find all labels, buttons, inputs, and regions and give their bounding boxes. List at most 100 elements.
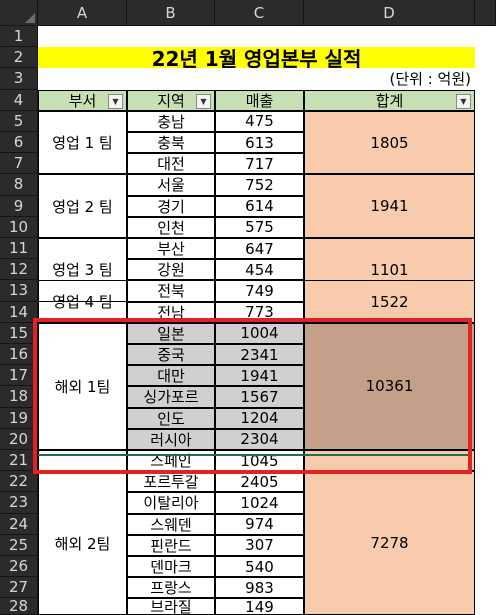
filter-dropdown-icon[interactable]: ▼ xyxy=(108,93,123,109)
sales-cell[interactable]: 540 xyxy=(215,556,304,578)
region-cell[interactable]: 프랑스 xyxy=(127,577,215,599)
sales-cell[interactable]: 749 xyxy=(215,280,304,302)
sales-cell[interactable]: 1024 xyxy=(215,492,304,514)
region-cell[interactable]: 인천 xyxy=(127,216,215,238)
row-header-12[interactable]: 12 xyxy=(0,259,38,281)
region-cell[interactable]: 충남 xyxy=(127,110,215,132)
sales-cell[interactable]: 773 xyxy=(215,301,304,323)
dept-merged-cell[interactable]: 영업 1 팀 xyxy=(38,110,127,175)
dept-merged-cell[interactable]: 영업 4 팀 xyxy=(38,280,127,323)
sales-cell[interactable]: 613 xyxy=(215,132,304,154)
row-header-21[interactable]: 21 xyxy=(0,450,38,472)
sales-cell[interactable]: 149 xyxy=(215,598,304,615)
row-header-8[interactable]: 8 xyxy=(0,174,38,196)
column-header-filler xyxy=(475,0,496,26)
sales-cell[interactable]: 2304 xyxy=(215,428,304,450)
row-header-18[interactable]: 18 xyxy=(0,386,38,408)
sales-cell[interactable]: 752 xyxy=(215,174,304,196)
row-header-28[interactable]: 28 xyxy=(0,597,38,615)
sales-cell[interactable]: 1204 xyxy=(215,407,304,429)
row-header-2[interactable]: 2 xyxy=(0,47,38,69)
dept-merged-cell[interactable]: 영업 2 팀 xyxy=(38,174,127,238)
region-cell[interactable]: 전남 xyxy=(127,301,215,323)
region-cell[interactable]: 강원 xyxy=(127,259,215,281)
row-header-24[interactable]: 24 xyxy=(0,513,38,535)
sales-cell[interactable]: 307 xyxy=(215,534,304,556)
row-header-20[interactable]: 20 xyxy=(0,428,38,450)
region-cell[interactable]: 인도 xyxy=(127,407,215,429)
sales-cell[interactable]: 1941 xyxy=(215,365,304,387)
sheet-title[interactable]: 22년 1월 영업본부 실적 xyxy=(38,47,475,69)
row-header-25[interactable]: 25 xyxy=(0,534,38,556)
sales-cell[interactable]: 1567 xyxy=(215,386,304,408)
row-header-10[interactable]: 10 xyxy=(0,216,38,238)
row-header-23[interactable]: 23 xyxy=(0,492,38,514)
region-cell[interactable]: 대만 xyxy=(127,365,215,387)
region-cell[interactable]: 이탈리아 xyxy=(127,492,215,514)
filter-dropdown-icon[interactable]: ▼ xyxy=(196,93,211,109)
region-cell[interactable]: 부산 xyxy=(127,238,215,260)
sales-cell[interactable]: 614 xyxy=(215,195,304,217)
sales-cell[interactable]: 454 xyxy=(215,259,304,281)
row-header-3[interactable]: 3 xyxy=(0,68,38,90)
region-cell[interactable]: 중국 xyxy=(127,344,215,366)
total-merged-cell[interactable]: 1805 xyxy=(304,110,475,175)
region-cell[interactable]: 브라질 xyxy=(127,598,215,615)
column-header-b[interactable]: B xyxy=(127,0,215,26)
column-header-d[interactable]: D xyxy=(304,0,475,26)
unit-label[interactable]: (단위 : 억원) xyxy=(389,70,472,89)
dept-merged-cell[interactable]: 해외 1팀 xyxy=(38,322,127,450)
sales-cell[interactable]: 717 xyxy=(215,153,304,175)
row-header-11[interactable]: 11 xyxy=(0,238,38,260)
row-header-1[interactable]: 1 xyxy=(0,26,38,48)
column-header-c[interactable]: C xyxy=(215,0,304,26)
row-header-15[interactable]: 15 xyxy=(0,322,38,344)
select-all-corner[interactable] xyxy=(0,0,38,26)
region-cell[interactable]: 러시아 xyxy=(127,428,215,450)
region-cell[interactable]: 스웨덴 xyxy=(127,513,215,535)
row-header-16[interactable]: 16 xyxy=(0,344,38,366)
region-cell[interactable]: 덴마크 xyxy=(127,556,215,578)
region-cell[interactable]: 핀란드 xyxy=(127,534,215,556)
row-header-6[interactable]: 6 xyxy=(0,132,38,154)
sales-cell[interactable]: 475 xyxy=(215,110,304,132)
total-merged-cell[interactable]: 1522 xyxy=(304,280,475,323)
row-header-4[interactable]: 4 xyxy=(0,89,38,111)
sales-cell[interactable]: 974 xyxy=(215,513,304,535)
sales-cell[interactable]: 2341 xyxy=(215,344,304,366)
region-cell[interactable]: 일본 xyxy=(127,322,215,344)
row-header-13[interactable]: 13 xyxy=(0,280,38,302)
region-cell[interactable]: 대전 xyxy=(127,153,215,175)
row-header-26[interactable]: 26 xyxy=(0,556,38,578)
total-merged-cell[interactable]: 10361 xyxy=(304,322,475,450)
total-merged-cell[interactable]: 7278 xyxy=(304,471,475,615)
row-header-19[interactable]: 19 xyxy=(0,407,38,429)
row-header-17[interactable]: 17 xyxy=(0,365,38,387)
dept-merged-cell[interactable]: 영업 3 팀 xyxy=(38,238,127,302)
row-header-22[interactable]: 22 xyxy=(0,471,38,493)
region-cell[interactable]: 서울 xyxy=(127,174,215,196)
row-header-5[interactable]: 5 xyxy=(0,110,38,132)
filter-dropdown-icon[interactable]: ▼ xyxy=(456,93,471,109)
sales-cell[interactable]: 2405 xyxy=(215,471,304,493)
header-sales[interactable]: 매출 xyxy=(215,89,304,111)
row-header-7[interactable]: 7 xyxy=(0,153,38,175)
header-region[interactable]: 지역 ▼ xyxy=(127,89,215,111)
row-header-9[interactable]: 9 xyxy=(0,195,38,217)
sales-cell[interactable]: 1004 xyxy=(215,322,304,344)
header-dept[interactable]: 부서 ▼ xyxy=(38,89,127,111)
total-merged-cell[interactable]: 1941 xyxy=(304,174,475,238)
region-cell[interactable]: 싱가포르 xyxy=(127,386,215,408)
row-header-27[interactable]: 27 xyxy=(0,577,38,599)
sales-cell[interactable]: 983 xyxy=(215,577,304,599)
region-cell[interactable]: 포르투갈 xyxy=(127,471,215,493)
header-total[interactable]: 합계 ▼ xyxy=(304,89,475,111)
region-cell[interactable]: 전북 xyxy=(127,280,215,302)
sales-cell[interactable]: 575 xyxy=(215,216,304,238)
dept-merged-cell[interactable]: 해외 2팀 xyxy=(38,471,127,615)
column-header-a[interactable]: A xyxy=(38,0,127,26)
region-cell[interactable]: 경기 xyxy=(127,195,215,217)
region-cell[interactable]: 충북 xyxy=(127,132,215,154)
sales-cell[interactable]: 647 xyxy=(215,238,304,260)
row-header-14[interactable]: 14 xyxy=(0,301,38,323)
